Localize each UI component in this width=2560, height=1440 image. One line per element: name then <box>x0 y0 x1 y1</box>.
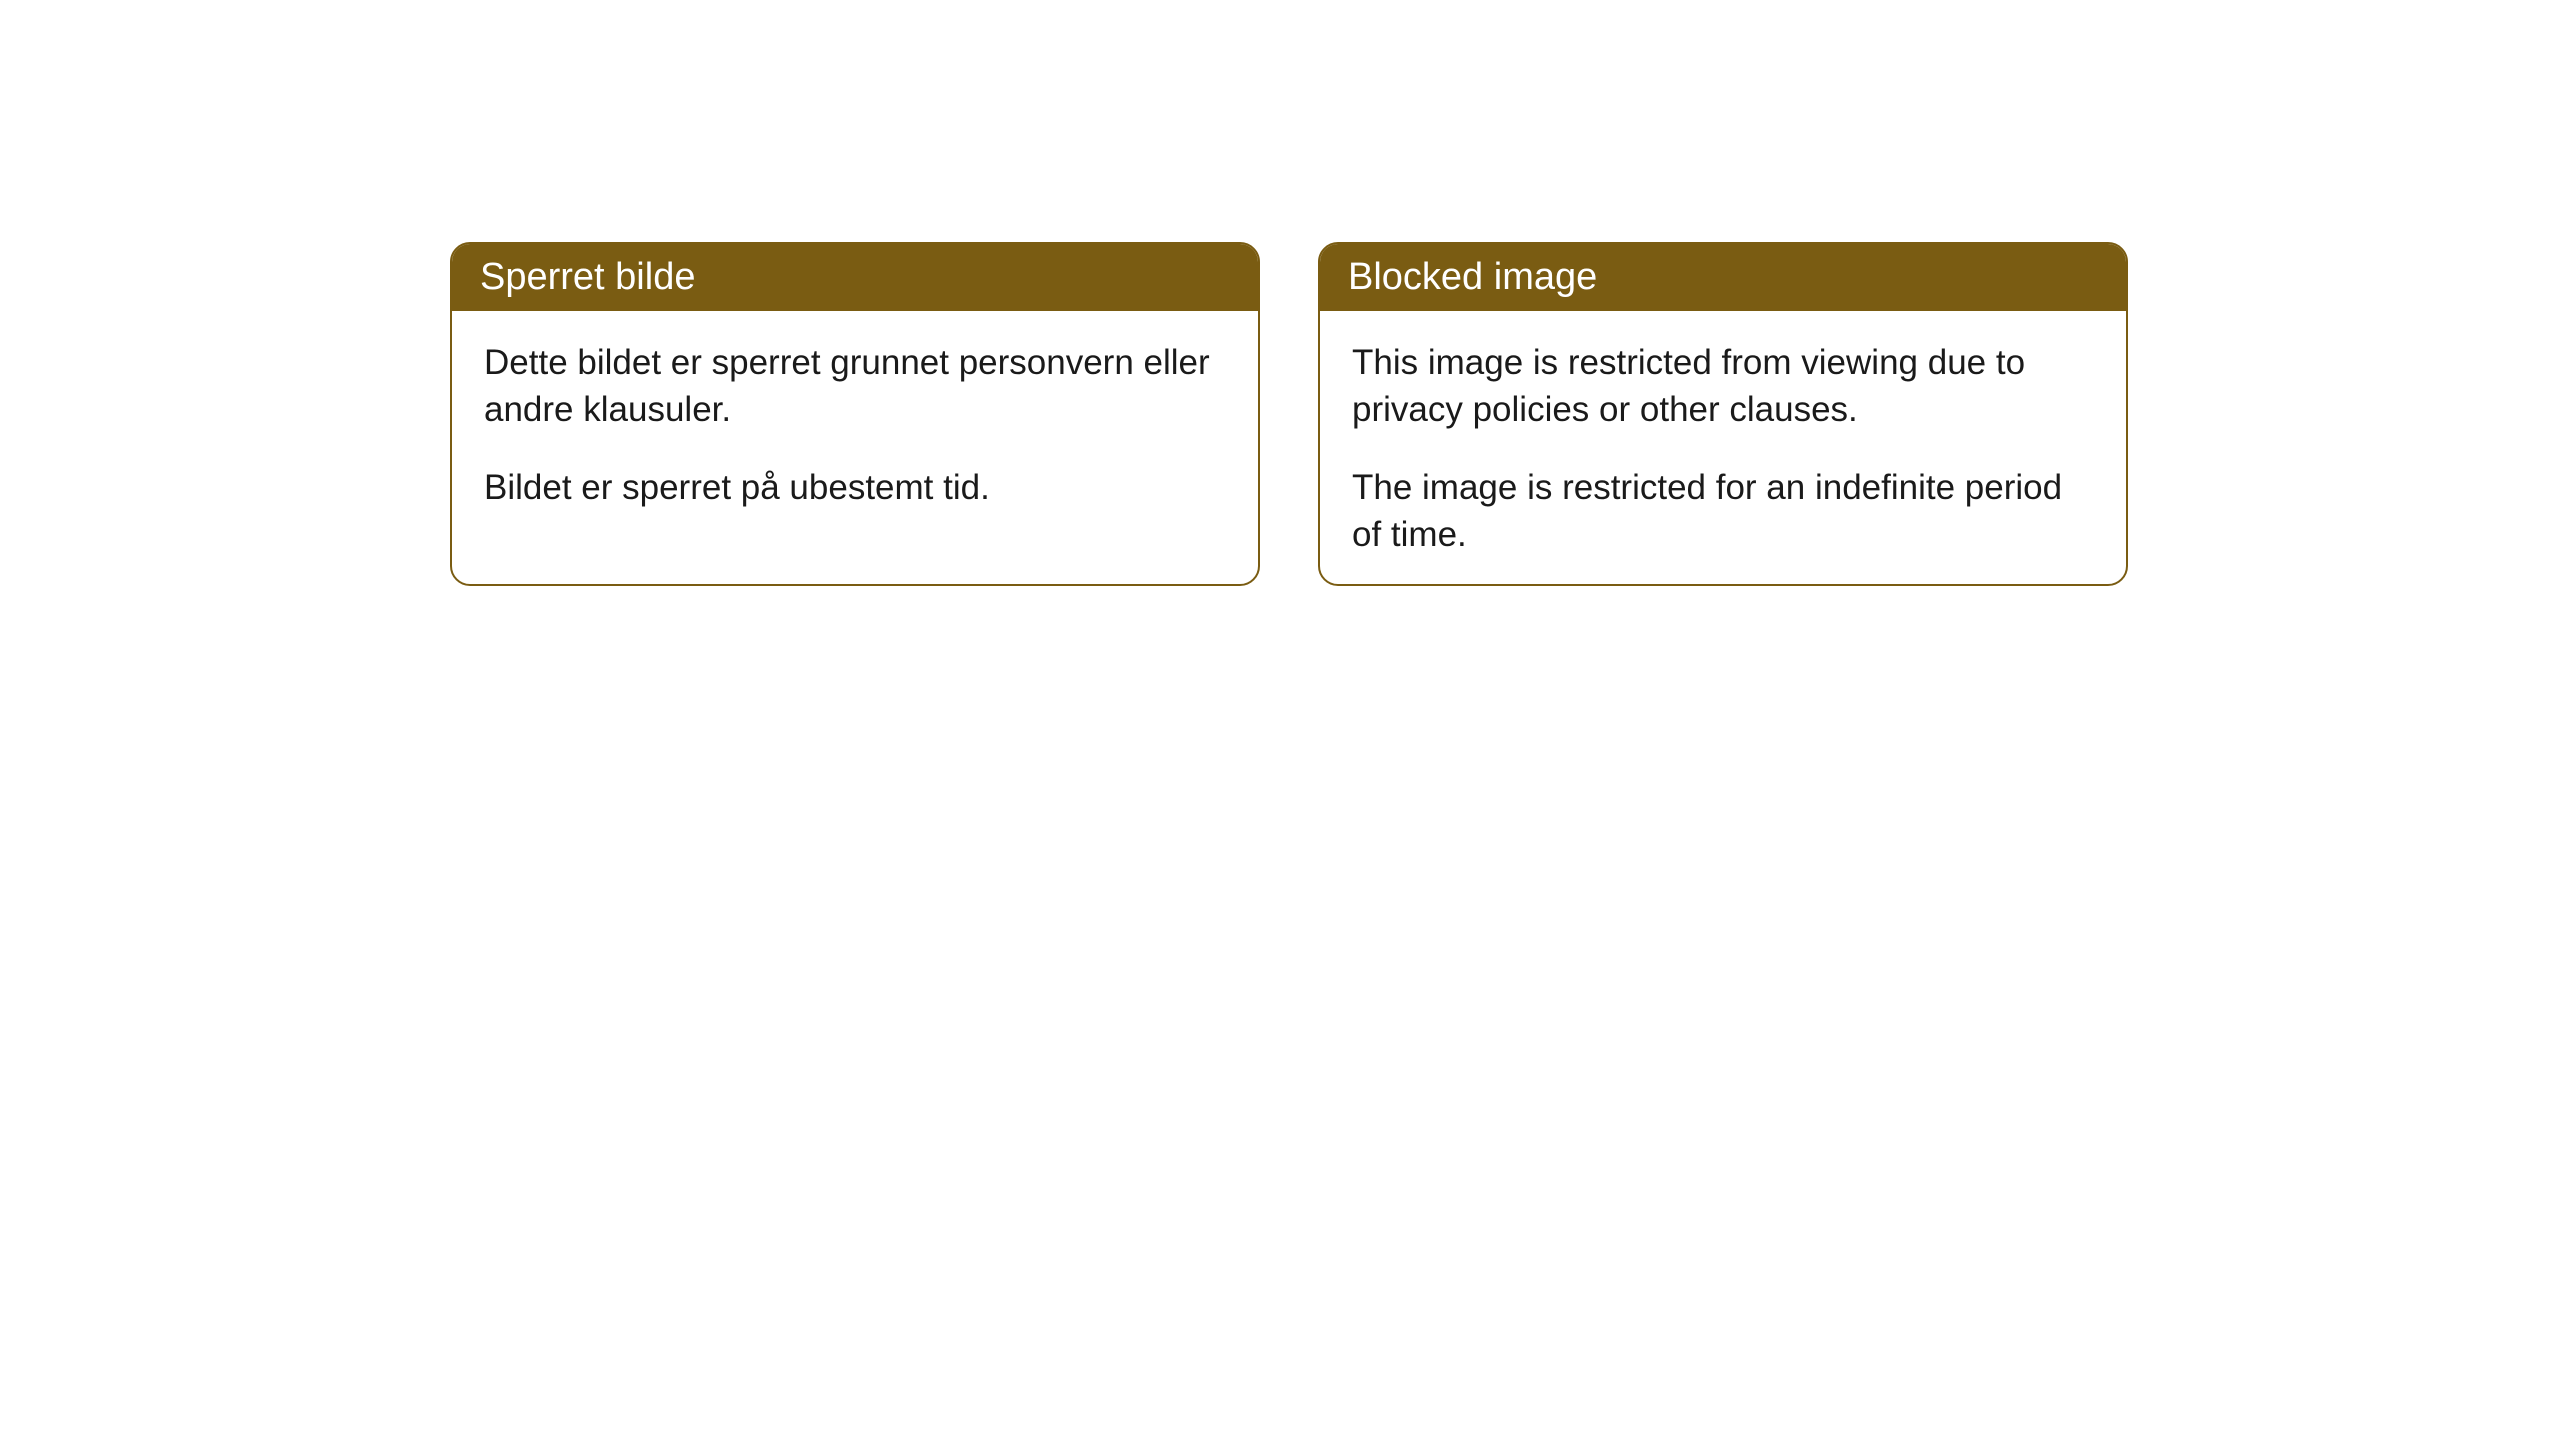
card-body-english: This image is restricted from viewing du… <box>1320 311 2126 586</box>
card-title-english: Blocked image <box>1348 256 1597 298</box>
card-paragraph-1-norwegian: Dette bildet er sperret grunnet personve… <box>484 339 1226 434</box>
card-english: Blocked image This image is restricted f… <box>1318 242 2128 586</box>
card-norwegian: Sperret bilde Dette bildet er sperret gr… <box>450 242 1260 586</box>
card-title-norwegian: Sperret bilde <box>480 256 695 298</box>
card-body-norwegian: Dette bildet er sperret grunnet personve… <box>452 311 1258 561</box>
cards-container: Sperret bilde Dette bildet er sperret gr… <box>450 242 2560 586</box>
card-header-norwegian: Sperret bilde <box>452 244 1258 311</box>
card-paragraph-2-english: The image is restricted for an indefinit… <box>1352 464 2094 559</box>
card-paragraph-2-norwegian: Bildet er sperret på ubestemt tid. <box>484 464 1226 511</box>
card-header-english: Blocked image <box>1320 244 2126 311</box>
card-paragraph-1-english: This image is restricted from viewing du… <box>1352 339 2094 434</box>
